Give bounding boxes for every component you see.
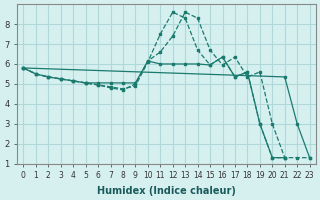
X-axis label: Humidex (Indice chaleur): Humidex (Indice chaleur) bbox=[97, 186, 236, 196]
